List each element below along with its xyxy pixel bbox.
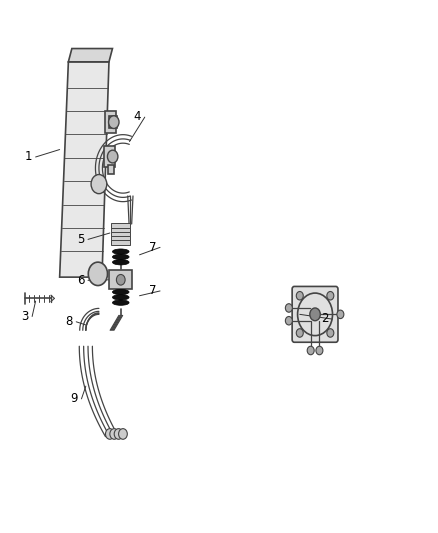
Circle shape — [296, 292, 303, 300]
FancyBboxPatch shape — [111, 232, 131, 236]
Circle shape — [296, 329, 303, 337]
Circle shape — [107, 150, 118, 163]
Text: 1: 1 — [25, 150, 32, 163]
Circle shape — [316, 346, 323, 355]
FancyBboxPatch shape — [109, 116, 117, 128]
Ellipse shape — [113, 295, 129, 300]
FancyBboxPatch shape — [111, 223, 131, 228]
FancyBboxPatch shape — [108, 165, 114, 174]
Circle shape — [337, 310, 344, 319]
Text: 2: 2 — [321, 312, 329, 325]
Circle shape — [310, 308, 320, 321]
Ellipse shape — [113, 254, 129, 260]
FancyBboxPatch shape — [110, 270, 132, 289]
Circle shape — [119, 429, 127, 439]
Text: 9: 9 — [71, 392, 78, 405]
FancyBboxPatch shape — [111, 240, 131, 245]
Text: 8: 8 — [65, 315, 73, 328]
FancyBboxPatch shape — [105, 111, 116, 133]
Circle shape — [307, 346, 314, 355]
FancyBboxPatch shape — [292, 286, 338, 342]
Text: 6: 6 — [77, 273, 85, 287]
Ellipse shape — [113, 260, 129, 265]
Text: 3: 3 — [21, 310, 28, 322]
Circle shape — [117, 274, 125, 285]
Circle shape — [327, 329, 334, 337]
FancyBboxPatch shape — [104, 146, 115, 167]
FancyBboxPatch shape — [111, 236, 131, 240]
Text: 7: 7 — [149, 240, 157, 254]
Polygon shape — [60, 62, 109, 277]
Circle shape — [106, 429, 114, 439]
Ellipse shape — [113, 300, 129, 305]
Ellipse shape — [113, 289, 129, 295]
FancyBboxPatch shape — [111, 228, 131, 232]
Ellipse shape — [113, 249, 129, 254]
Circle shape — [286, 317, 292, 325]
Circle shape — [109, 116, 119, 128]
Circle shape — [91, 174, 107, 193]
Circle shape — [286, 304, 292, 312]
Circle shape — [114, 429, 123, 439]
Text: 7: 7 — [149, 284, 157, 297]
Text: 4: 4 — [134, 110, 141, 123]
Circle shape — [88, 262, 107, 286]
Text: 5: 5 — [77, 232, 85, 246]
Circle shape — [327, 292, 334, 300]
Circle shape — [110, 429, 119, 439]
Polygon shape — [68, 49, 113, 62]
